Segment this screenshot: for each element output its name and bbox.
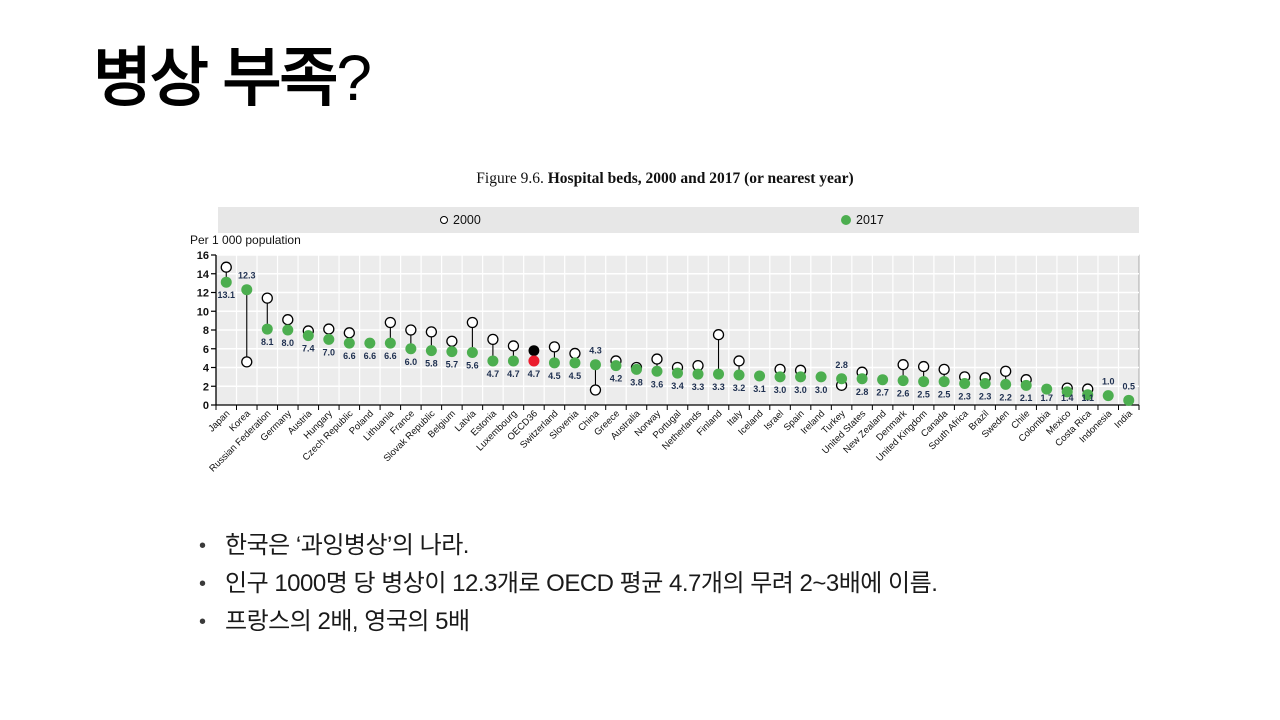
- open-circle-icon: [440, 216, 448, 224]
- svg-text:6: 6: [203, 344, 209, 356]
- svg-text:2.2: 2.2: [999, 392, 1012, 402]
- svg-text:5.8: 5.8: [425, 359, 438, 369]
- svg-text:7.0: 7.0: [323, 347, 336, 357]
- chart-canvas: 024681012141613.1Japan12.3Korea8.1Russia…: [197, 250, 1140, 474]
- svg-text:4.7: 4.7: [487, 369, 500, 379]
- bullet-list: 한국은 ‘과잉병상’의 나라. 인구 1000명 당 병상이 12.3개로 OE…: [197, 527, 938, 641]
- svg-text:3.2: 3.2: [733, 383, 746, 393]
- svg-text:4.5: 4.5: [548, 371, 561, 381]
- svg-text:1.0: 1.0: [1102, 377, 1115, 387]
- svg-text:3.0: 3.0: [815, 385, 828, 395]
- svg-text:2.1: 2.1: [1020, 393, 1033, 403]
- filled-circle-icon: [841, 215, 851, 225]
- figure-number: Figure 9.6.: [476, 170, 548, 187]
- svg-text:4.5: 4.5: [569, 371, 582, 381]
- legend-label-2000: 2000: [453, 213, 481, 227]
- svg-text:Japan: Japan: [206, 408, 232, 434]
- svg-text:2.5: 2.5: [938, 390, 951, 400]
- svg-text:16: 16: [197, 250, 209, 262]
- figure-container: Figure 9.6. Hospital beds, 2000 and 2017…: [185, 170, 1145, 505]
- svg-text:2.6: 2.6: [897, 389, 910, 399]
- bullet-item: 프랑스의 2배, 영국의 5배: [197, 603, 937, 641]
- svg-text:8.0: 8.0: [282, 338, 295, 348]
- bullet-item: 인구 1000명 당 병상이 12.3개로 OECD 평균 4.7개의 무려 2…: [197, 565, 938, 603]
- svg-text:8.1: 8.1: [261, 337, 274, 347]
- svg-text:2.8: 2.8: [856, 387, 869, 397]
- figure-title-text: Hospital beds, 2000 and 2017 (or nearest…: [547, 170, 854, 187]
- svg-text:2.3: 2.3: [979, 391, 992, 401]
- svg-text:2.5: 2.5: [917, 390, 930, 400]
- legend-item-2000: 2000: [440, 207, 481, 233]
- svg-text:3.3: 3.3: [692, 382, 705, 392]
- svg-text:12.3: 12.3: [238, 271, 256, 281]
- svg-text:Israel: Israel: [762, 408, 786, 432]
- legend-item-2017: 2017: [841, 207, 884, 233]
- svg-text:0.5: 0.5: [1122, 381, 1135, 391]
- svg-text:5.6: 5.6: [466, 361, 479, 371]
- svg-text:5.7: 5.7: [446, 360, 459, 370]
- svg-text:4.7: 4.7: [507, 369, 520, 379]
- legend-label-2017: 2017: [856, 213, 884, 227]
- svg-text:6.0: 6.0: [405, 357, 418, 367]
- svg-text:10: 10: [197, 306, 209, 318]
- y-axis-unit-label: Per 1 000 population: [190, 233, 301, 247]
- svg-text:0: 0: [203, 400, 209, 412]
- svg-text:3.1: 3.1: [753, 384, 766, 394]
- svg-text:3.8: 3.8: [630, 377, 643, 387]
- svg-text:2.3: 2.3: [958, 391, 971, 401]
- svg-text:1.7: 1.7: [1040, 393, 1053, 403]
- svg-text:4.7: 4.7: [528, 369, 541, 379]
- svg-text:14: 14: [197, 269, 210, 281]
- svg-text:4.3: 4.3: [589, 346, 602, 356]
- svg-text:3.0: 3.0: [794, 385, 807, 395]
- svg-text:4: 4: [203, 363, 210, 375]
- svg-text:12: 12: [197, 288, 209, 300]
- svg-text:6.6: 6.6: [364, 351, 377, 361]
- svg-text:6.6: 6.6: [384, 351, 397, 361]
- bullet-item: 한국은 ‘과잉병상’의 나라.: [197, 527, 937, 565]
- svg-text:1.4: 1.4: [1061, 393, 1074, 403]
- svg-text:4.2: 4.2: [610, 374, 623, 384]
- svg-text:8: 8: [203, 325, 209, 337]
- svg-text:3.6: 3.6: [651, 379, 664, 389]
- svg-text:7.4: 7.4: [302, 344, 315, 354]
- page-title: 병상 부족?: [93, 42, 372, 116]
- svg-text:2: 2: [203, 381, 209, 393]
- page-title-question-mark: ?: [336, 42, 372, 114]
- svg-text:13.1: 13.1: [217, 290, 235, 300]
- figure-title: Figure 9.6. Hospital beds, 2000 and 2017…: [185, 170, 1145, 188]
- svg-text:India: India: [1113, 408, 1136, 431]
- svg-text:3.0: 3.0: [774, 385, 787, 395]
- svg-text:1.1: 1.1: [1081, 393, 1094, 403]
- chart-legend: 2000 2017: [218, 207, 1139, 233]
- svg-text:6.6: 6.6: [343, 351, 356, 361]
- svg-text:2.8: 2.8: [835, 360, 848, 370]
- svg-text:2.7: 2.7: [876, 388, 889, 398]
- svg-text:3.3: 3.3: [712, 382, 725, 392]
- svg-text:3.4: 3.4: [671, 381, 684, 391]
- page-title-text: 병상 부족: [93, 42, 338, 114]
